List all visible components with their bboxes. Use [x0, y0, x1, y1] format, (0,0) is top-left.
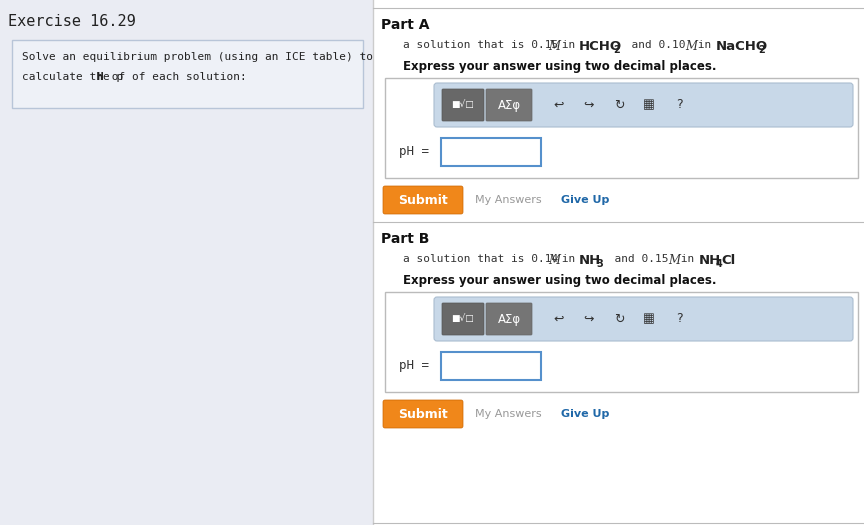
Text: Solve an equilibrium problem (using an ICE table) to: Solve an equilibrium problem (using an I… — [22, 52, 373, 62]
Text: Express your answer using two decimal places.: Express your answer using two decimal pl… — [403, 60, 716, 73]
FancyBboxPatch shape — [434, 83, 853, 127]
Text: M: M — [548, 40, 560, 53]
Bar — [373, 0, 864, 525]
Bar — [441, 138, 541, 166]
Text: calculate the p: calculate the p — [22, 72, 124, 82]
Text: ΑΣφ: ΑΣφ — [498, 99, 520, 111]
Text: Part A: Part A — [381, 18, 429, 32]
Text: NaCHO: NaCHO — [715, 40, 768, 53]
Text: of of each solution:: of of each solution: — [105, 72, 247, 82]
Text: and 0.15: and 0.15 — [601, 254, 676, 264]
Text: and 0.10: and 0.10 — [619, 40, 693, 50]
Text: Submit: Submit — [398, 407, 448, 421]
Text: 4: 4 — [715, 259, 722, 269]
FancyBboxPatch shape — [383, 186, 463, 214]
Text: in: in — [675, 254, 702, 264]
Text: 2: 2 — [758, 45, 765, 55]
Text: My Answers: My Answers — [475, 195, 542, 205]
Text: M: M — [548, 254, 560, 267]
Bar — [441, 352, 541, 380]
Text: Submit: Submit — [398, 194, 448, 206]
Text: 3: 3 — [596, 259, 603, 269]
Text: ΑΣφ: ΑΣφ — [498, 312, 520, 326]
Text: in: in — [555, 254, 581, 264]
Text: ↩: ↩ — [554, 99, 564, 111]
Text: in: in — [691, 40, 719, 50]
Text: ■√□: ■√□ — [452, 100, 474, 110]
Text: a solution that is 0.15: a solution that is 0.15 — [403, 40, 565, 50]
Text: Give Up: Give Up — [561, 195, 609, 205]
Text: Exercise 16.29: Exercise 16.29 — [8, 14, 136, 29]
Text: Express your answer using two decimal places.: Express your answer using two decimal pl… — [403, 274, 716, 287]
FancyBboxPatch shape — [486, 303, 532, 335]
Text: a solution that is 0.14: a solution that is 0.14 — [403, 254, 565, 264]
Text: ↻: ↻ — [613, 99, 625, 111]
Text: in: in — [555, 40, 581, 50]
Text: ■√□: ■√□ — [452, 314, 474, 323]
Text: HCHO: HCHO — [579, 40, 622, 53]
Text: 2: 2 — [613, 45, 619, 55]
Text: ?: ? — [676, 312, 683, 326]
Text: NH: NH — [699, 254, 721, 267]
Bar — [385, 292, 858, 392]
Text: pH =: pH = — [399, 145, 429, 159]
Text: Part B: Part B — [381, 232, 429, 246]
FancyBboxPatch shape — [486, 89, 532, 121]
Bar — [385, 78, 858, 178]
Text: M: M — [668, 254, 680, 267]
FancyBboxPatch shape — [442, 89, 484, 121]
Text: pH =: pH = — [399, 360, 429, 373]
Text: H: H — [96, 72, 103, 82]
FancyBboxPatch shape — [442, 303, 484, 335]
Text: ▦: ▦ — [643, 99, 655, 111]
Text: ↩: ↩ — [554, 312, 564, 326]
Text: Cl: Cl — [721, 254, 735, 267]
FancyBboxPatch shape — [383, 400, 463, 428]
Text: ↪: ↪ — [584, 312, 594, 326]
Text: ▦: ▦ — [643, 312, 655, 326]
Bar — [0, 0, 373, 525]
Text: My Answers: My Answers — [475, 409, 542, 419]
Text: NH: NH — [579, 254, 601, 267]
Text: ↻: ↻ — [613, 312, 625, 326]
Text: ↪: ↪ — [584, 99, 594, 111]
FancyBboxPatch shape — [434, 297, 853, 341]
Text: ?: ? — [676, 99, 683, 111]
Text: M: M — [685, 40, 697, 53]
Bar — [12, 40, 363, 108]
Text: Give Up: Give Up — [561, 409, 609, 419]
